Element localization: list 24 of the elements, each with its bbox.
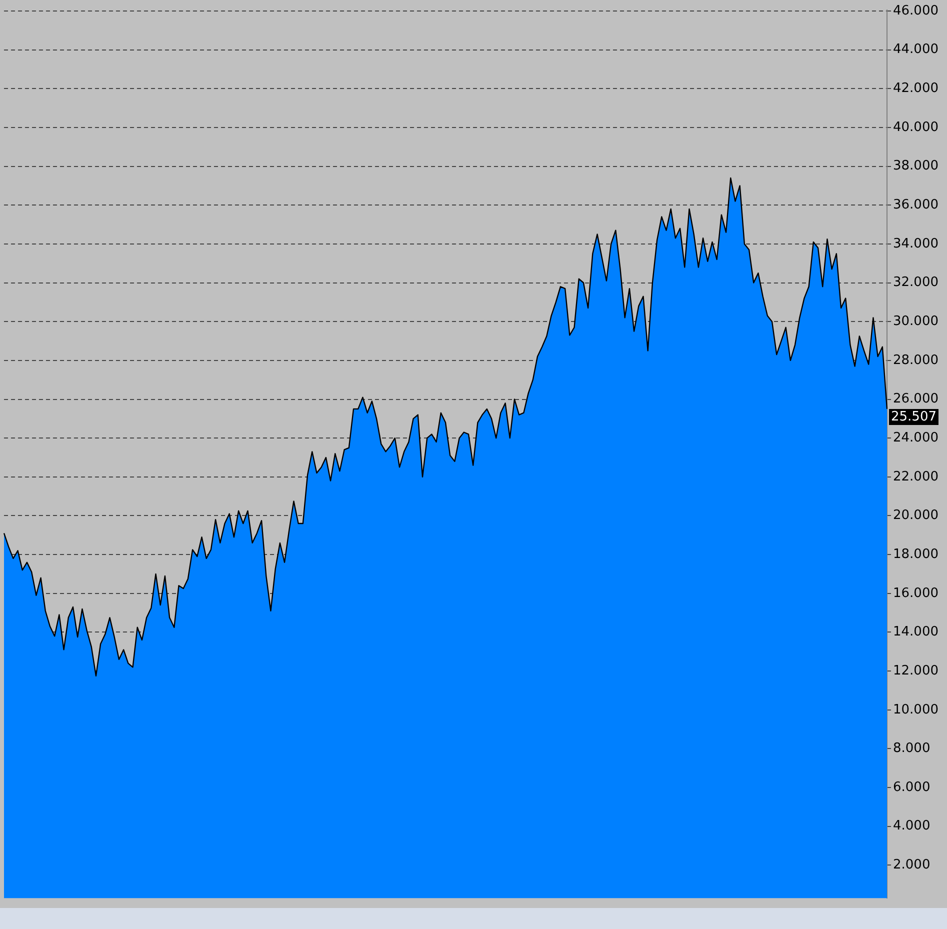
y-tick-label: 34.000 xyxy=(893,236,938,252)
y-tick-label: 14.000 xyxy=(893,624,938,640)
y-tick-label: 12.000 xyxy=(893,663,938,678)
y-tick-label: 26.000 xyxy=(893,392,938,407)
y-tick-label: 30.000 xyxy=(893,314,938,329)
y-tick-label: 44.000 xyxy=(893,42,938,58)
y-tick-label: 20.000 xyxy=(893,508,938,524)
y-tick-label: 8.000 xyxy=(893,741,930,756)
text: 25.507 xyxy=(891,409,936,424)
y-tick-label: 18.000 xyxy=(893,546,938,562)
y-tick-label: 2.000 xyxy=(893,858,930,873)
y-tick-label: 22.000 xyxy=(893,469,938,484)
y-tick-label: 28.000 xyxy=(893,352,938,368)
y-tick-label: 10.000 xyxy=(893,702,938,718)
y-tick-label: 46.000 xyxy=(893,3,938,18)
y-tick-label: 16.000 xyxy=(893,586,938,601)
y-tick-label: 6.000 xyxy=(893,780,930,795)
y-tick-label: 40.000 xyxy=(893,120,938,135)
y-tick-label: 36.000 xyxy=(893,197,938,212)
y-tick-label: 24.000 xyxy=(893,430,938,446)
y-tick-label: 38.000 xyxy=(893,158,938,174)
y-tick-label: 4.000 xyxy=(893,818,930,834)
y-tick-label: 32.000 xyxy=(893,275,938,290)
y-tick-label: 42.000 xyxy=(893,81,938,96)
